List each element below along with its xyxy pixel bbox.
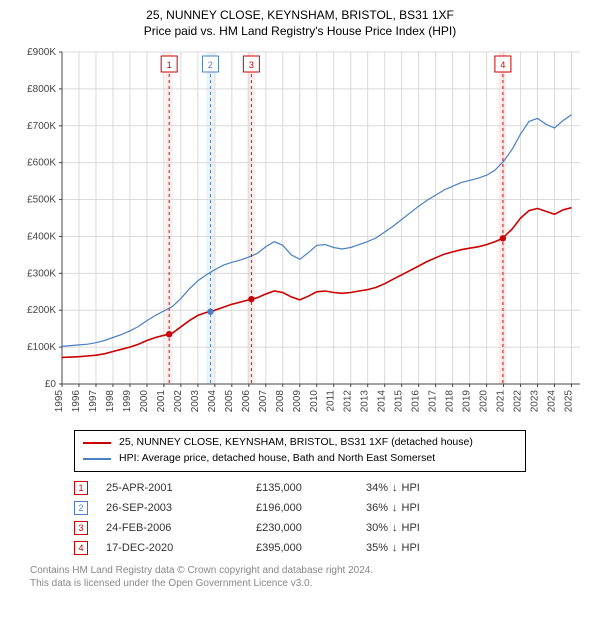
sales-row: 3 24-FEB-2006£230,00030%↓HPI xyxy=(74,518,526,538)
svg-text:2008: 2008 xyxy=(275,390,286,413)
svg-text:£600K: £600K xyxy=(27,158,56,169)
svg-text:3: 3 xyxy=(249,60,254,70)
svg-text:2020: 2020 xyxy=(479,390,490,413)
svg-text:2013: 2013 xyxy=(360,390,371,413)
svg-text:1: 1 xyxy=(167,60,172,70)
sales-row: 2 26-SEP-2003£196,00036%↓HPI xyxy=(74,498,526,518)
sale-marker: 1 xyxy=(74,481,88,495)
svg-text:4: 4 xyxy=(500,60,505,70)
sale-diff: 35%↓HPI xyxy=(366,542,466,554)
sale-diff: 36%↓HPI xyxy=(366,502,466,514)
sale-price: £395,000 xyxy=(256,542,366,554)
legend-item-price-paid: 25, NUNNEY CLOSE, KEYNSHAM, BRISTOL, BS3… xyxy=(83,435,517,451)
svg-text:1997: 1997 xyxy=(88,390,99,413)
title-line-2: Price paid vs. HM Land Registry's House … xyxy=(12,24,588,38)
chart-area: £0 £100K £200K £300K £400K £500K £600K £700K £80… xyxy=(12,44,588,424)
sale-date: 24-FEB-2006 xyxy=(106,522,256,534)
footer-line-2: This data is licensed under the Open Gov… xyxy=(30,577,570,591)
svg-text:£400K: £400K xyxy=(27,231,56,242)
svg-text:2011: 2011 xyxy=(326,390,337,412)
svg-text:2018: 2018 xyxy=(445,390,456,413)
svg-text:2003: 2003 xyxy=(190,390,201,413)
svg-text:£900K: £900K xyxy=(27,47,56,58)
sale-price: £135,000 xyxy=(256,482,366,494)
svg-text:£300K: £300K xyxy=(27,268,56,279)
svg-text:£500K: £500K xyxy=(27,195,56,206)
svg-text:2015: 2015 xyxy=(394,390,405,413)
svg-text:2022: 2022 xyxy=(513,390,524,413)
arrow-down-icon: ↓ xyxy=(392,502,398,514)
legend-swatch-red xyxy=(83,442,111,444)
svg-text:2009: 2009 xyxy=(292,390,303,413)
svg-text:2021: 2021 xyxy=(496,390,507,413)
sale-price: £196,000 xyxy=(256,502,366,514)
svg-text:2002: 2002 xyxy=(173,390,184,413)
legend-label: 25, NUNNEY CLOSE, KEYNSHAM, BRISTOL, BS3… xyxy=(119,435,473,451)
svg-text:2004: 2004 xyxy=(207,390,218,413)
legend-swatch-blue xyxy=(83,458,111,460)
svg-text:2001: 2001 xyxy=(156,390,167,413)
svg-text:2024: 2024 xyxy=(547,390,558,413)
svg-text:2: 2 xyxy=(208,60,213,70)
svg-text:2007: 2007 xyxy=(258,390,269,413)
sales-table: 125-APR-2001£135,00034%↓HPI226-SEP-2003£… xyxy=(74,478,526,558)
sale-price: £230,000 xyxy=(256,522,366,534)
svg-text:£700K: £700K xyxy=(27,121,56,132)
footer-attribution: Contains HM Land Registry data © Crown c… xyxy=(30,564,570,591)
sale-date: 17-DEC-2020 xyxy=(106,542,256,554)
legend-label: HPI: Average price, detached house, Bath… xyxy=(119,451,435,467)
sale-marker: 3 xyxy=(74,521,88,535)
sales-row: 1 25-APR-2001£135,00034%↓HPI xyxy=(74,478,526,498)
svg-text:2017: 2017 xyxy=(428,390,439,413)
svg-text:2019: 2019 xyxy=(462,390,473,413)
svg-text:£200K: £200K xyxy=(27,305,56,316)
sale-marker: 4 xyxy=(74,541,88,555)
svg-text:2014: 2014 xyxy=(377,390,388,413)
svg-text:2000: 2000 xyxy=(139,390,150,413)
svg-text:2010: 2010 xyxy=(309,390,320,413)
svg-text:£0: £0 xyxy=(45,379,57,390)
svg-text:£100K: £100K xyxy=(27,342,56,353)
svg-text:2025: 2025 xyxy=(564,390,575,413)
sale-marker: 2 xyxy=(74,501,88,515)
svg-text:1995: 1995 xyxy=(54,390,65,413)
svg-text:2006: 2006 xyxy=(241,390,252,413)
svg-text:1998: 1998 xyxy=(105,390,116,413)
title-block: 25, NUNNEY CLOSE, KEYNSHAM, BRISTOL, BS3… xyxy=(12,8,588,38)
sales-row: 4 17-DEC-2020£395,00035%↓HPI xyxy=(74,538,526,558)
svg-text:1996: 1996 xyxy=(71,390,82,413)
arrow-down-icon: ↓ xyxy=(392,482,398,494)
footer-line-1: Contains HM Land Registry data © Crown c… xyxy=(30,564,570,578)
svg-text:£800K: £800K xyxy=(27,84,56,95)
svg-text:2023: 2023 xyxy=(530,390,541,413)
sale-diff: 34%↓HPI xyxy=(366,482,466,494)
svg-text:2016: 2016 xyxy=(411,390,422,413)
svg-text:1999: 1999 xyxy=(122,390,133,413)
sale-date: 26-SEP-2003 xyxy=(106,502,256,514)
sale-diff: 30%↓HPI xyxy=(366,522,466,534)
title-line-1: 25, NUNNEY CLOSE, KEYNSHAM, BRISTOL, BS3… xyxy=(12,8,588,22)
arrow-down-icon: ↓ xyxy=(392,542,398,554)
arrow-down-icon: ↓ xyxy=(392,522,398,534)
legend: 25, NUNNEY CLOSE, KEYNSHAM, BRISTOL, BS3… xyxy=(74,430,526,472)
svg-text:2005: 2005 xyxy=(224,390,235,413)
svg-text:2012: 2012 xyxy=(343,390,354,413)
line-chart-svg: £0 £100K £200K £300K £400K £500K £600K £700K £80… xyxy=(12,44,588,424)
sale-date: 25-APR-2001 xyxy=(106,482,256,494)
legend-item-hpi: HPI: Average price, detached house, Bath… xyxy=(83,451,517,467)
chart-container: 25, NUNNEY CLOSE, KEYNSHAM, BRISTOL, BS3… xyxy=(0,0,600,597)
